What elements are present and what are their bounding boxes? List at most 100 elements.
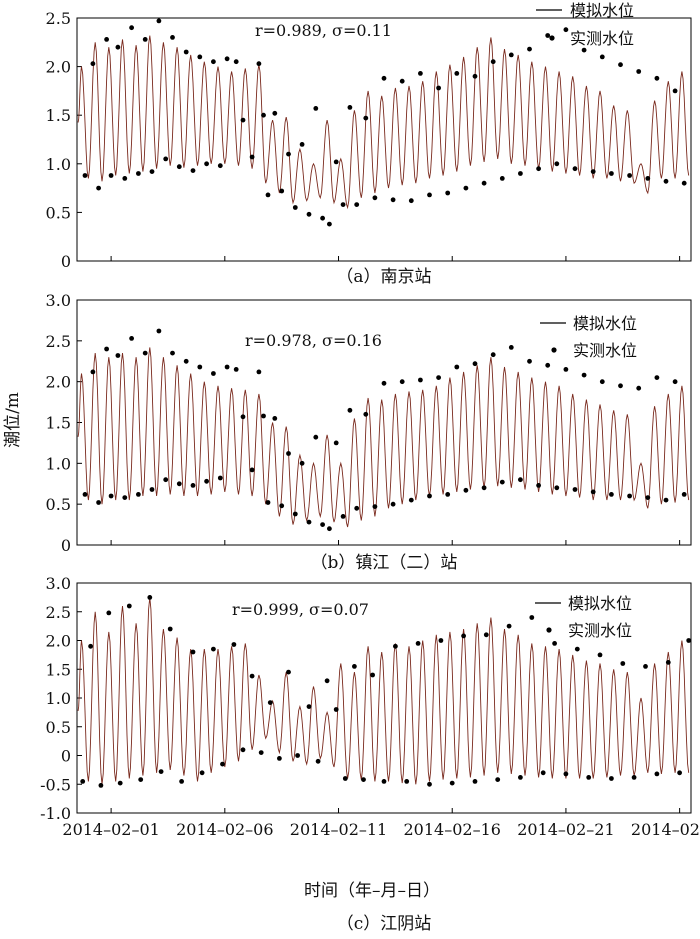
observed-point [472, 361, 478, 367]
observed-point [508, 52, 514, 58]
observed-point [663, 178, 669, 184]
y-tick-label: 3.0 [46, 574, 71, 593]
y-tick-label: 2.5 [46, 332, 71, 351]
observed-point [156, 18, 162, 24]
observed-point [352, 664, 357, 669]
observed-point [90, 369, 96, 375]
legend-label-obs: 实测水位 [573, 341, 637, 360]
observed-point [190, 649, 196, 655]
observed-point [645, 176, 651, 181]
observed-point [427, 192, 432, 198]
observed-point [654, 771, 660, 777]
legend-dot-swatch [551, 347, 557, 353]
y-tick-label: 1.0 [46, 689, 71, 708]
observed-point [483, 632, 489, 638]
observed-point [240, 747, 246, 753]
simulated-series [77, 347, 690, 528]
observed-point [224, 364, 230, 370]
panel-c-jiangyin: -1.0-0.500.51.01.52.02.53.0 2014–02–01 20… [40, 574, 700, 934]
observed-series [82, 328, 687, 532]
observed-point [390, 197, 396, 203]
y-tick-label: 0.5 [46, 203, 71, 222]
observed-point [272, 110, 278, 116]
observed-point [106, 610, 112, 616]
observed-point [681, 180, 687, 186]
observed-point [122, 176, 128, 181]
observed-point [163, 156, 169, 162]
stat-annotation: r=0.999, σ=0.07 [232, 600, 369, 619]
observed-point [231, 642, 237, 647]
observed-point [129, 25, 135, 31]
observed-point [115, 44, 121, 50]
panel-caption: （a）南京站 [336, 267, 431, 287]
observed-point [490, 352, 496, 358]
observed-point [609, 492, 614, 497]
observed-point [115, 353, 121, 358]
observed-point [454, 71, 460, 76]
y-tick-label: -0.5 [40, 775, 71, 794]
observed-point [240, 414, 246, 420]
observed-point [581, 372, 587, 378]
observed-point [574, 646, 580, 652]
observed-point [415, 641, 421, 646]
observed-point [418, 71, 423, 76]
observed-point [381, 75, 387, 81]
observed-series [82, 18, 687, 227]
observed-point [436, 85, 441, 91]
observed-point [508, 345, 514, 350]
observed-point [654, 375, 660, 380]
observed-point [327, 526, 332, 532]
observed-point [220, 761, 225, 767]
observed-point [445, 492, 451, 497]
observed-point [258, 750, 264, 755]
observed-point [599, 379, 605, 385]
observed-point [340, 202, 346, 208]
observed-point [590, 489, 596, 495]
observed-point [117, 780, 123, 786]
observed-point [363, 115, 369, 121]
observed-point [408, 497, 414, 503]
observed-point [204, 478, 210, 484]
legend: 模拟水位 实测水位 [536, 1, 634, 48]
observed-point [399, 78, 405, 84]
observed-point [643, 664, 648, 669]
observed-point [156, 328, 162, 334]
observed-point [572, 487, 578, 492]
observed-point [183, 49, 189, 55]
x-tick-label: 2014–02–26 [631, 820, 700, 839]
observed-point [563, 27, 569, 33]
observed-point [545, 362, 551, 368]
observed-point [586, 775, 592, 780]
observed-point [347, 407, 353, 413]
observed-point [333, 707, 339, 712]
observed-point [176, 164, 182, 170]
observed-point [313, 434, 319, 440]
observed-point [636, 69, 642, 74]
y-axis-title: 潮位/m [3, 392, 23, 448]
observed-point [82, 173, 88, 178]
legend: 模拟水位 实测水位 [540, 314, 637, 360]
observed-point [96, 500, 101, 505]
observed-point [599, 54, 605, 60]
observed-point [306, 211, 312, 217]
legend-label-obs: 实测水位 [568, 621, 632, 640]
x-axis-title: 时间（年–月–日） [304, 881, 440, 901]
observed-point [518, 171, 523, 176]
observed-point [197, 364, 203, 370]
x-tick-label: 2014–02–01 [62, 820, 159, 839]
observed-point [572, 166, 578, 172]
x-tick-label: 2014–02–16 [404, 820, 501, 839]
observed-point [104, 346, 109, 352]
observed-point [88, 643, 93, 649]
observed-point [490, 59, 496, 65]
observed-point [267, 700, 273, 705]
observed-point [299, 142, 305, 147]
observed-point [224, 56, 230, 62]
observed-point [527, 358, 532, 364]
observed-point [340, 514, 346, 519]
observed-point [295, 753, 300, 758]
observed-point [279, 188, 285, 194]
observed-point [361, 777, 366, 782]
legend: 模拟水位 实测水位 [535, 594, 632, 640]
observed-point [179, 779, 185, 784]
